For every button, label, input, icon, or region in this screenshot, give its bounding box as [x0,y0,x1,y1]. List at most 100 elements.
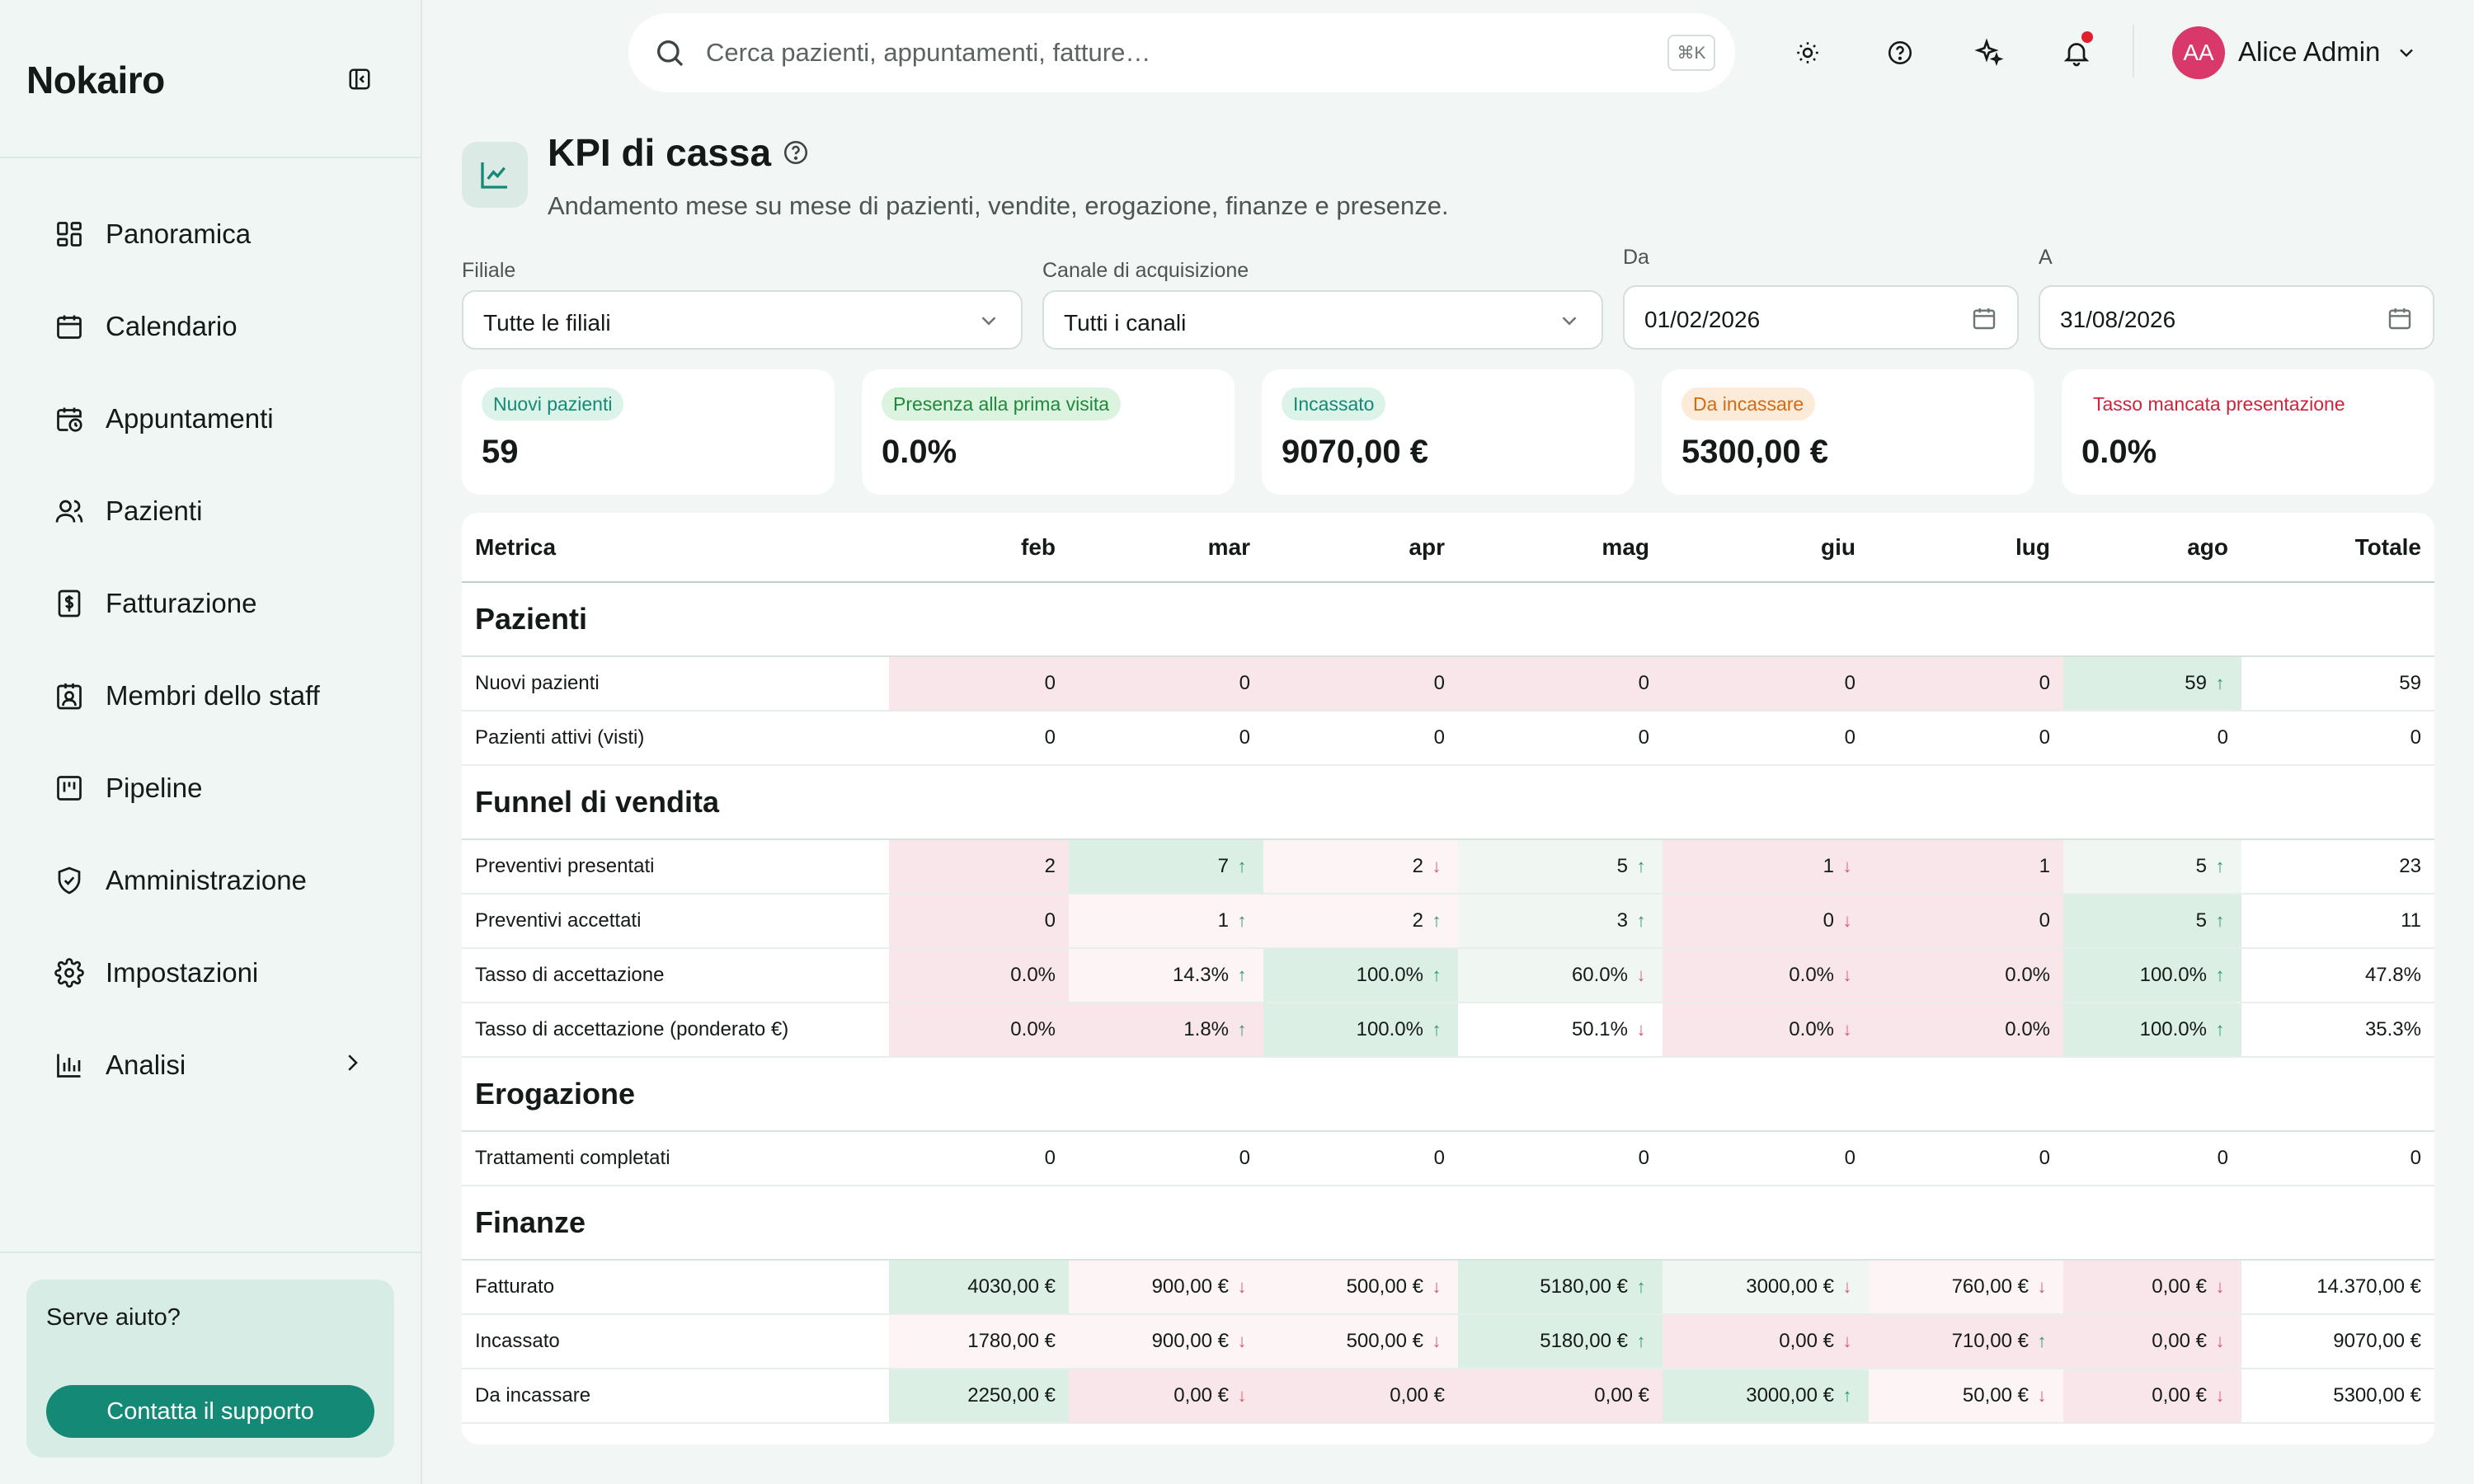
table-cell: 1780,00 € [889,1314,1069,1369]
cell-value: 0 [1638,1147,1649,1169]
cell-value: 900,00 € [1151,1275,1229,1298]
user-name[interactable]: Alice Admin [2238,36,2381,67]
arrow-down-icon: ↓ [1636,965,1646,985]
arrow-down-icon: ↓ [1432,1276,1442,1297]
kpi-label: Da incassare [1681,387,1816,420]
table-cell: 0 [2063,1131,2241,1186]
table-cell: 2 ↓ [1263,839,1458,895]
section-title: Erogazione [462,1057,2434,1132]
table-cell: 3000,00 € ↑ [1663,1369,1869,1424]
branch-select[interactable]: Tutte le filiali [462,290,1023,350]
arrow-down-icon: ↓ [2215,1276,2225,1297]
sidebar-item-panoramica[interactable]: Panoramica [0,188,421,280]
calendar-icon[interactable] [1971,305,1997,336]
gear-icon [53,956,86,989]
help-circle-icon[interactable] [1882,35,1918,71]
column-header: ago [2063,513,2241,583]
table-row: Da incassare 2250,00 €0,00 € ↓ 0,00 €0,00 €… [462,1369,2434,1424]
metric-label: Pazienti attivi (visti) [462,711,889,766]
cell-value: 100.0% [1356,1018,1423,1040]
line-chart-icon [462,142,528,208]
sidebar-item-label: Panoramica [106,218,252,249]
table-row: Trattamenti completati 0 0 0 0 0 0 0 0 [462,1131,2434,1186]
cell-value: 0,00 € [2152,1275,2207,1298]
metric-label: Preventivi presentati [462,839,889,895]
invoice-icon [53,587,86,620]
table-cell: 0 [1458,1131,1663,1186]
total-cell: 0 [2241,1131,2434,1186]
arrow-down-icon: ↓ [1842,1276,1852,1297]
metric-label: Tasso di accettazione [462,948,889,1003]
brand-logo[interactable]: Nokairo [26,59,165,101]
avatar[interactable]: AA [2172,26,2225,79]
calendar-icon[interactable] [2387,305,2413,336]
sidebar-item-staff[interactable]: Membri dello staff [0,650,421,742]
sidebar-item-pipeline[interactable]: Pipeline [0,742,421,834]
cell-value: 0 [1044,1147,1056,1169]
cell-value: 100.0% [1356,964,1423,986]
total-cell: 14.370,00 € [2241,1260,2434,1315]
contact-support-button[interactable]: Contatta il supporto [46,1385,374,1438]
arrow-up-icon: ↑ [1636,910,1646,931]
bell-icon[interactable] [2058,31,2095,71]
sidebar-nav: Panoramica Calendario Appuntamenti Pazie… [0,188,421,1111]
arrow-up-icon: ↑ [1237,965,1247,985]
cell-value: 0,00 € [1174,1384,1229,1407]
cell-value: 100.0% [2139,1018,2207,1040]
cell-value: 0 [2039,909,2050,932]
table-cell: 0.0% [889,948,1069,1003]
table-cell: 900,00 € ↓ [1069,1260,1263,1315]
table-cell: 0,00 € ↓ [2063,1369,2241,1424]
arrow-up-icon: ↑ [1432,910,1442,931]
table-cell: 0,00 € ↓ [1069,1369,1263,1424]
cell-value: 0 [2039,726,2050,749]
table-cell: 100.0% ↑ [2063,948,2241,1003]
kpi-label: Presenza alla prima visita [882,387,1122,420]
sidebar-item-fatturazione[interactable]: Fatturazione [0,557,421,650]
table-cell: 100.0% ↑ [1263,1003,1458,1058]
collapse-sidebar-icon[interactable] [345,64,374,94]
search-icon [653,36,686,73]
chevron-right-icon [340,1050,365,1079]
sidebar-item-amministrazione[interactable]: Amministrazione [0,834,421,927]
arrow-up-icon: ↑ [1842,1385,1852,1406]
calendar-clock-icon [53,402,86,435]
sidebar-item-label: Impostazioni [106,957,259,988]
sidebar-item-pazienti[interactable]: Pazienti [0,465,421,557]
info-help-icon[interactable] [782,139,810,171]
table-cell: 7 ↑ [1069,839,1263,895]
kpi-card-first-visit-attendance: Presenza alla prima visita 0.0% [862,369,1235,495]
cell-value: 0.0% [2005,1018,2050,1040]
arrow-down-icon: ↓ [1842,910,1852,931]
cell-value: 0 [1239,1147,1250,1169]
table-cell: 0 [2063,711,2241,766]
date-from-input[interactable]: 01/02/2026 [1623,285,2019,350]
arrow-down-icon: ↓ [1432,856,1442,876]
cell-value: 1.8% [1183,1018,1229,1040]
table-cell: 100.0% ↑ [2063,1003,2241,1058]
table-cell: 0 ↓ [1663,894,1869,949]
sidebar-item-appuntamenti[interactable]: Appuntamenti [0,373,421,465]
table-cell: 2250,00 € [889,1369,1069,1424]
sparkles-icon[interactable] [1971,35,2007,71]
channel-select[interactable]: Tutti i canali [1042,290,1603,350]
table-cell: 0 [1069,711,1263,766]
theme-toggle-sun-icon[interactable] [1790,35,1826,71]
arrow-down-icon: ↓ [1432,1331,1442,1351]
sidebar-item-calendario[interactable]: Calendario [0,280,421,373]
chevron-down-icon[interactable] [2395,41,2418,68]
arrow-down-icon: ↓ [1237,1276,1247,1297]
search-input[interactable]: Cerca pazienti, appuntamenti, fatture… ⌘… [628,13,1735,92]
table-cell: 900,00 € ↓ [1069,1314,1263,1369]
cell-value: 0 [1044,672,1056,694]
table-cell: 0,00 € [1263,1369,1458,1424]
cell-value: 0 [1433,726,1445,749]
arrow-up-icon: ↑ [1237,856,1247,876]
table-cell: 0 [1069,1131,1263,1186]
section-title: Funnel di vendita [462,765,2434,840]
cell-value: 0 [1044,726,1056,749]
sidebar-item-impostazioni[interactable]: Impostazioni [0,927,421,1019]
date-to-input[interactable]: 31/08/2026 [2039,285,2434,350]
sidebar-item-analisi[interactable]: Analisi [0,1019,421,1111]
cell-value: 1 [2039,855,2050,877]
